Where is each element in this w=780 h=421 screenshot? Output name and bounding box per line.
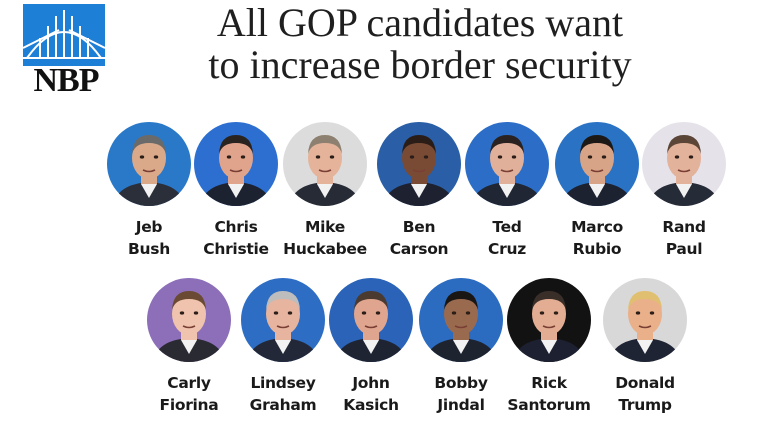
- portrait-icon: [241, 278, 325, 362]
- candidate-card: Donald Trump: [590, 278, 700, 416]
- candidate-photo: [642, 122, 726, 206]
- candidate-card: Ben Carson: [364, 122, 474, 260]
- portrait-icon: [507, 278, 591, 362]
- candidate-card: Bobby Jindal: [406, 278, 516, 416]
- candidate-name: Marco Rubio: [542, 216, 652, 260]
- candidate-photo: [603, 278, 687, 362]
- portrait-icon: [555, 122, 639, 206]
- candidate-card: Lindsey Graham: [228, 278, 338, 416]
- candidate-first-name: Ben: [402, 218, 436, 236]
- candidate-last-name: Trump: [618, 396, 672, 414]
- candidate-name: Carly Fiorina: [134, 372, 244, 416]
- candidate-first-name: Ted: [492, 218, 522, 236]
- candidate-last-name: Kasich: [343, 396, 399, 414]
- nbp-logo: NBP: [16, 4, 112, 100]
- candidate-card: Mike Huckabee: [270, 122, 380, 260]
- portrait-icon: [329, 278, 413, 362]
- candidate-card: Rick Santorum: [494, 278, 604, 416]
- candidate-name: Bobby Jindal: [406, 372, 516, 416]
- candidate-last-name: Bush: [128, 240, 170, 258]
- candidate-photo: [377, 122, 461, 206]
- candidate-first-name: Chris: [214, 218, 258, 236]
- candidate-name: John Kasich: [316, 372, 426, 416]
- portrait-icon: [194, 122, 278, 206]
- candidate-name: Jeb Bush: [94, 216, 204, 260]
- candidate-card: Jeb Bush: [94, 122, 204, 260]
- portrait-icon: [642, 122, 726, 206]
- logo-text: NBP: [33, 62, 100, 99]
- candidate-name: Ben Carson: [364, 216, 474, 260]
- portrait-icon: [419, 278, 503, 362]
- headline-line-1: All GOP candidates want: [216, 0, 624, 45]
- candidate-card: John Kasich: [316, 278, 426, 416]
- candidate-photo: [329, 278, 413, 362]
- candidate-photo: [507, 278, 591, 362]
- candidate-photo: [419, 278, 503, 362]
- portrait-icon: [283, 122, 367, 206]
- candidate-photo: [283, 122, 367, 206]
- candidate-name: Mike Huckabee: [270, 216, 380, 260]
- candidate-card: Marco Rubio: [542, 122, 652, 260]
- candidate-first-name: Lindsey: [250, 374, 316, 392]
- portrait-icon: [465, 122, 549, 206]
- candidate-name: Lindsey Graham: [228, 372, 338, 416]
- candidate-first-name: Jeb: [135, 218, 163, 236]
- candidate-first-name: Marco: [571, 218, 623, 236]
- candidate-photo: [241, 278, 325, 362]
- portrait-icon: [107, 122, 191, 206]
- candidate-photo: [147, 278, 231, 362]
- candidate-photo: [194, 122, 278, 206]
- candidate-first-name: Carly: [167, 374, 211, 392]
- candidate-first-name: Donald: [615, 374, 675, 392]
- candidate-photo: [107, 122, 191, 206]
- portrait-icon: [377, 122, 461, 206]
- candidate-first-name: Rick: [531, 374, 567, 392]
- headline-line-2: to increase border security: [208, 42, 632, 87]
- candidate-first-name: John: [352, 374, 390, 392]
- candidate-last-name: Fiorina: [159, 396, 219, 414]
- candidate-last-name: Huckabee: [283, 240, 367, 258]
- candidate-last-name: Christie: [203, 240, 269, 258]
- bridge-logo-icon: [23, 4, 105, 66]
- candidate-photo: [465, 122, 549, 206]
- candidate-last-name: Graham: [249, 396, 317, 414]
- candidate-photo: [555, 122, 639, 206]
- headline: All GOP candidates want to increase bord…: [130, 2, 710, 86]
- candidate-first-name: Mike: [305, 218, 345, 236]
- candidate-name: Rick Santorum: [494, 372, 604, 416]
- candidate-card: Ted Cruz: [452, 122, 562, 260]
- candidate-name: Donald Trump: [590, 372, 700, 416]
- candidate-first-name: Rand: [662, 218, 706, 236]
- candidate-last-name: Paul: [665, 240, 703, 258]
- candidate-name: Ted Cruz: [452, 216, 562, 260]
- candidate-last-name: Jindal: [437, 396, 485, 414]
- candidate-card: Carly Fiorina: [134, 278, 244, 416]
- candidate-name: Rand Paul: [629, 216, 739, 260]
- candidate-last-name: Santorum: [507, 396, 591, 414]
- candidate-last-name: Carson: [389, 240, 449, 258]
- candidate-last-name: Cruz: [488, 240, 526, 258]
- portrait-icon: [603, 278, 687, 362]
- candidate-first-name: Bobby: [434, 374, 488, 392]
- candidate-name: Chris Christie: [181, 216, 291, 260]
- candidate-last-name: Rubio: [572, 240, 622, 258]
- candidate-card: Chris Christie: [181, 122, 291, 260]
- candidate-card: Rand Paul: [629, 122, 739, 260]
- portrait-icon: [147, 278, 231, 362]
